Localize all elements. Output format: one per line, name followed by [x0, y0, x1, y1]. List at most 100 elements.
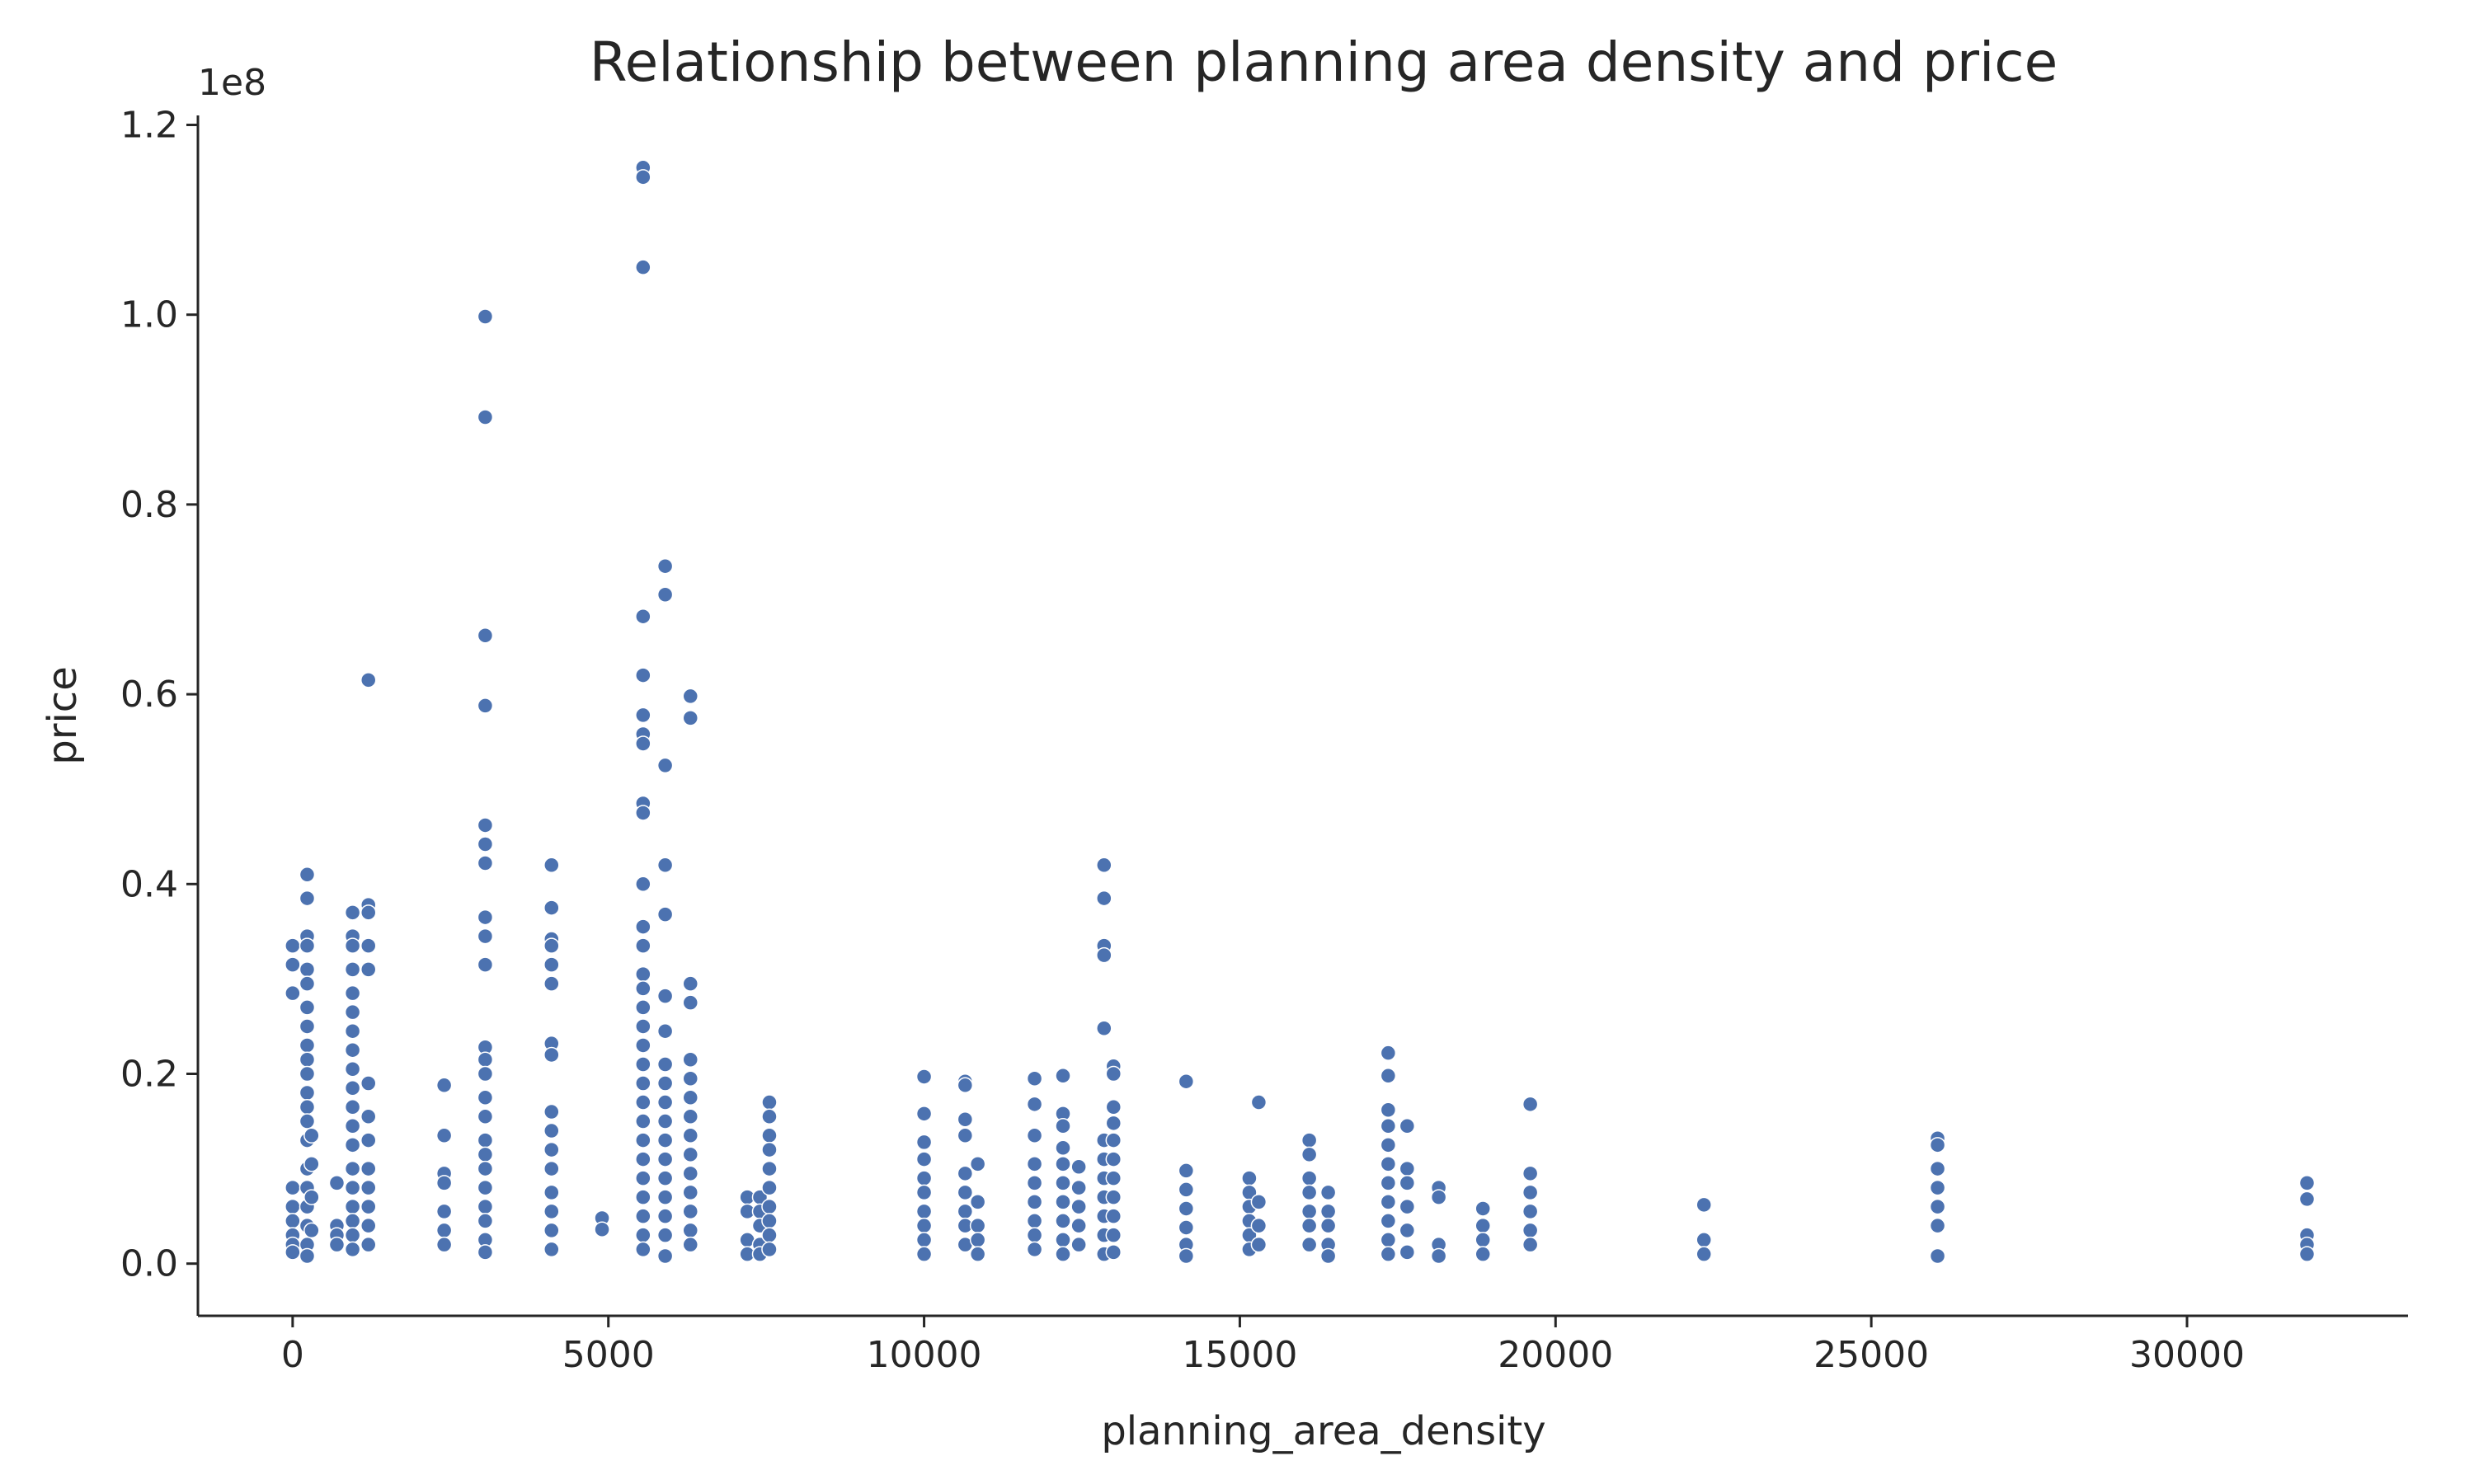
data-point — [344, 1160, 361, 1177]
data-point — [1380, 1101, 1397, 1118]
data-point — [344, 1179, 361, 1196]
data-point — [477, 1244, 494, 1261]
data-point — [761, 1241, 778, 1258]
data-point — [969, 1156, 986, 1172]
data-point — [344, 984, 361, 1002]
data-point — [360, 937, 377, 954]
data-point — [656, 857, 674, 874]
data-point — [1522, 1236, 1539, 1253]
y-tick-label: 0.8 — [120, 484, 178, 526]
data-point — [656, 557, 674, 575]
data-point — [435, 1203, 453, 1220]
data-point — [477, 1213, 494, 1229]
data-point — [1250, 1217, 1268, 1234]
data-point — [299, 1247, 316, 1265]
data-point — [969, 1217, 986, 1234]
data-point — [761, 1141, 778, 1158]
data-point — [435, 1236, 453, 1253]
data-point — [303, 1127, 320, 1144]
data-point — [543, 1103, 560, 1120]
data-point — [682, 1070, 699, 1087]
data-point — [656, 1022, 674, 1040]
data-point — [1250, 1194, 1268, 1210]
data-point — [1430, 1247, 1447, 1265]
data-point — [682, 1108, 699, 1125]
data-point — [1319, 1203, 1337, 1220]
data-point — [635, 1075, 651, 1092]
data-point — [1399, 1118, 1416, 1134]
data-point — [299, 1065, 316, 1082]
data-point — [299, 975, 316, 992]
data-point — [344, 1213, 361, 1229]
data-point — [761, 1094, 778, 1111]
x-tick-label: 0 — [281, 1334, 304, 1376]
data-point — [1178, 1247, 1195, 1265]
data-point — [543, 975, 560, 992]
data-point — [1380, 1156, 1397, 1172]
data-point — [1380, 1068, 1397, 1084]
data-point — [344, 1241, 361, 1258]
data-point — [477, 909, 494, 926]
x-tick-label: 20000 — [1498, 1334, 1613, 1376]
data-point — [682, 688, 699, 705]
data-point — [682, 1236, 699, 1253]
data-point — [344, 937, 361, 954]
data-point — [435, 1077, 453, 1094]
data-point — [1929, 1217, 1946, 1234]
data-point — [1241, 1170, 1258, 1186]
data-point — [656, 1075, 674, 1092]
data-point — [1250, 1094, 1268, 1111]
data-point — [477, 817, 494, 834]
data-point — [299, 890, 316, 907]
data-point — [915, 1184, 933, 1201]
data-point — [360, 1217, 377, 1234]
data-point — [1105, 1170, 1122, 1186]
data-point — [635, 1113, 651, 1129]
data-point — [1178, 1200, 1195, 1217]
data-point — [761, 1227, 778, 1243]
data-point — [477, 836, 494, 852]
data-point — [1399, 1175, 1416, 1191]
data-point — [543, 1122, 560, 1139]
data-points — [285, 159, 2316, 1265]
data-point — [1300, 1217, 1318, 1234]
data-point — [477, 1065, 494, 1082]
data-point — [360, 1132, 377, 1148]
data-point — [761, 1160, 778, 1177]
data-point — [360, 1179, 377, 1196]
data-point — [543, 937, 560, 954]
y-tick-label: 0.0 — [120, 1243, 178, 1285]
data-point — [1929, 1137, 1946, 1153]
data-point — [656, 988, 674, 1004]
data-point — [1055, 1068, 1071, 1084]
data-point — [1055, 1232, 1071, 1248]
data-point — [1475, 1232, 1491, 1248]
data-point — [360, 1160, 377, 1177]
data-point — [957, 1203, 974, 1220]
data-point — [1026, 1096, 1043, 1113]
data-point — [543, 1141, 560, 1158]
data-point — [1026, 1175, 1043, 1191]
data-point — [1070, 1217, 1087, 1234]
axes: 0 5000 10000 15000 20000 25000 30000 0.0 0.2 0.4 0… — [120, 105, 2408, 1376]
data-point — [543, 956, 560, 973]
x-axis-label: planning_area_density — [1101, 1408, 1545, 1454]
data-point — [285, 937, 301, 954]
data-point — [285, 1179, 301, 1196]
data-point — [1522, 1203, 1539, 1220]
data-point — [477, 1198, 494, 1215]
data-point — [1929, 1198, 1946, 1215]
data-point — [682, 1146, 699, 1163]
data-point — [656, 1094, 674, 1111]
data-point — [1105, 1208, 1122, 1224]
data-point — [915, 1170, 933, 1186]
data-point — [682, 975, 699, 992]
data-point — [656, 1208, 674, 1224]
data-point — [299, 1099, 316, 1115]
data-point — [1070, 1236, 1087, 1253]
data-point — [656, 1189, 674, 1205]
data-point — [477, 1132, 494, 1148]
data-point — [1399, 1222, 1416, 1239]
data-point — [360, 1236, 377, 1253]
data-point — [656, 586, 674, 603]
